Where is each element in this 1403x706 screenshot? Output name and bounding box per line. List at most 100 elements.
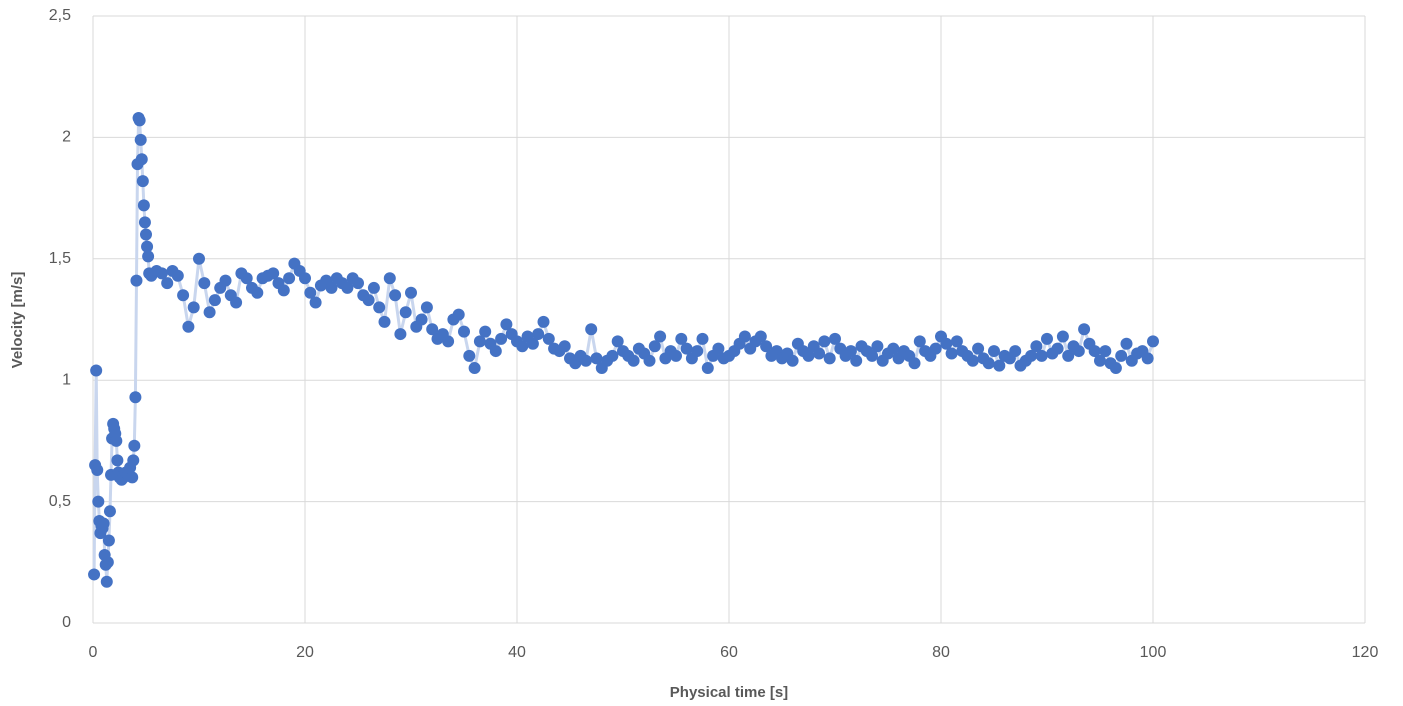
data-point bbox=[97, 517, 110, 530]
data-point bbox=[325, 281, 338, 294]
x-axis-title: Physical time [s] bbox=[670, 684, 788, 701]
data-point bbox=[240, 272, 253, 285]
data-point bbox=[91, 464, 104, 477]
data-point bbox=[140, 228, 152, 241]
data-point bbox=[696, 332, 709, 345]
data-point bbox=[1072, 345, 1085, 358]
data-point bbox=[701, 362, 714, 375]
data-point bbox=[643, 354, 656, 367]
x-tick-label: 20 bbox=[296, 644, 314, 661]
data-point bbox=[203, 306, 216, 319]
x-tick-label: 100 bbox=[1140, 644, 1167, 661]
data-point bbox=[972, 342, 985, 355]
data-point bbox=[208, 294, 221, 307]
data-point bbox=[362, 294, 375, 307]
data-point bbox=[155, 267, 168, 280]
data-point bbox=[367, 281, 380, 294]
data-point bbox=[92, 495, 105, 508]
data-point bbox=[389, 289, 402, 302]
data-point bbox=[283, 272, 296, 285]
data-point bbox=[473, 335, 486, 348]
data-point bbox=[442, 335, 455, 348]
data-point bbox=[966, 354, 979, 367]
data-point bbox=[198, 277, 211, 290]
data-point bbox=[754, 330, 767, 343]
data-point bbox=[137, 199, 150, 212]
data-point bbox=[136, 175, 149, 188]
data-point bbox=[267, 267, 280, 280]
data-point bbox=[532, 328, 545, 341]
y-tick-label: 0,5 bbox=[49, 493, 71, 510]
data-point bbox=[378, 315, 391, 328]
data-point bbox=[1062, 349, 1075, 362]
data-point bbox=[299, 272, 311, 285]
data-point bbox=[1009, 345, 1022, 358]
data-point bbox=[452, 308, 465, 321]
data-point bbox=[1094, 354, 1106, 367]
data-point bbox=[1088, 345, 1101, 358]
data-point bbox=[458, 325, 470, 338]
data-point bbox=[101, 556, 114, 569]
data-point bbox=[982, 357, 995, 370]
data-point bbox=[193, 252, 205, 265]
data-point bbox=[1035, 349, 1048, 362]
data-point bbox=[585, 323, 598, 336]
data-point bbox=[691, 345, 704, 358]
data-point bbox=[1025, 349, 1038, 362]
data-point bbox=[542, 332, 555, 345]
data-point bbox=[182, 320, 195, 333]
x-tick-label: 40 bbox=[508, 644, 526, 661]
data-point bbox=[1078, 323, 1091, 336]
data-point bbox=[88, 568, 101, 581]
y-tick-label: 1 bbox=[62, 371, 71, 388]
data-point bbox=[516, 340, 529, 353]
data-point bbox=[829, 332, 841, 345]
y-tick-label: 0 bbox=[62, 614, 71, 631]
data-point bbox=[463, 349, 476, 362]
data-point bbox=[558, 340, 571, 353]
data-point bbox=[102, 534, 115, 547]
data-point bbox=[134, 133, 147, 146]
data-point bbox=[138, 216, 151, 229]
data-point bbox=[611, 335, 624, 348]
data-point bbox=[786, 354, 799, 367]
data-point bbox=[818, 335, 831, 348]
data-point bbox=[871, 340, 884, 353]
data-point bbox=[133, 114, 146, 127]
x-tick-label: 0 bbox=[89, 644, 98, 661]
data-point bbox=[127, 454, 140, 467]
data-point bbox=[135, 153, 148, 166]
data-point bbox=[929, 342, 942, 355]
y-tick-label: 2 bbox=[62, 129, 71, 146]
data-point bbox=[760, 340, 773, 353]
x-tick-label: 80 bbox=[932, 644, 950, 661]
data-point bbox=[500, 318, 513, 331]
data-point bbox=[405, 286, 417, 299]
data-point bbox=[738, 330, 751, 343]
data-point bbox=[526, 337, 539, 350]
data-point bbox=[309, 296, 322, 309]
data-point bbox=[988, 345, 1000, 358]
data-point bbox=[648, 340, 661, 353]
data-point bbox=[1115, 349, 1128, 362]
data-point bbox=[399, 306, 412, 319]
data-point bbox=[383, 272, 396, 285]
data-point bbox=[187, 301, 200, 314]
data-point bbox=[945, 347, 958, 360]
data-point bbox=[606, 349, 619, 362]
data-point bbox=[111, 454, 124, 467]
data-point bbox=[130, 274, 143, 287]
x-tick-label: 60 bbox=[720, 644, 738, 661]
data-point bbox=[1109, 362, 1122, 375]
data-point bbox=[590, 352, 603, 365]
data-point bbox=[426, 323, 439, 336]
data-point bbox=[670, 349, 682, 362]
data-point bbox=[489, 345, 502, 358]
data-point bbox=[844, 345, 857, 358]
data-point bbox=[126, 471, 139, 484]
data-point bbox=[908, 357, 921, 370]
data-point bbox=[352, 277, 364, 290]
data-point bbox=[251, 286, 264, 299]
data-point bbox=[1030, 340, 1043, 353]
data-point bbox=[142, 250, 155, 263]
